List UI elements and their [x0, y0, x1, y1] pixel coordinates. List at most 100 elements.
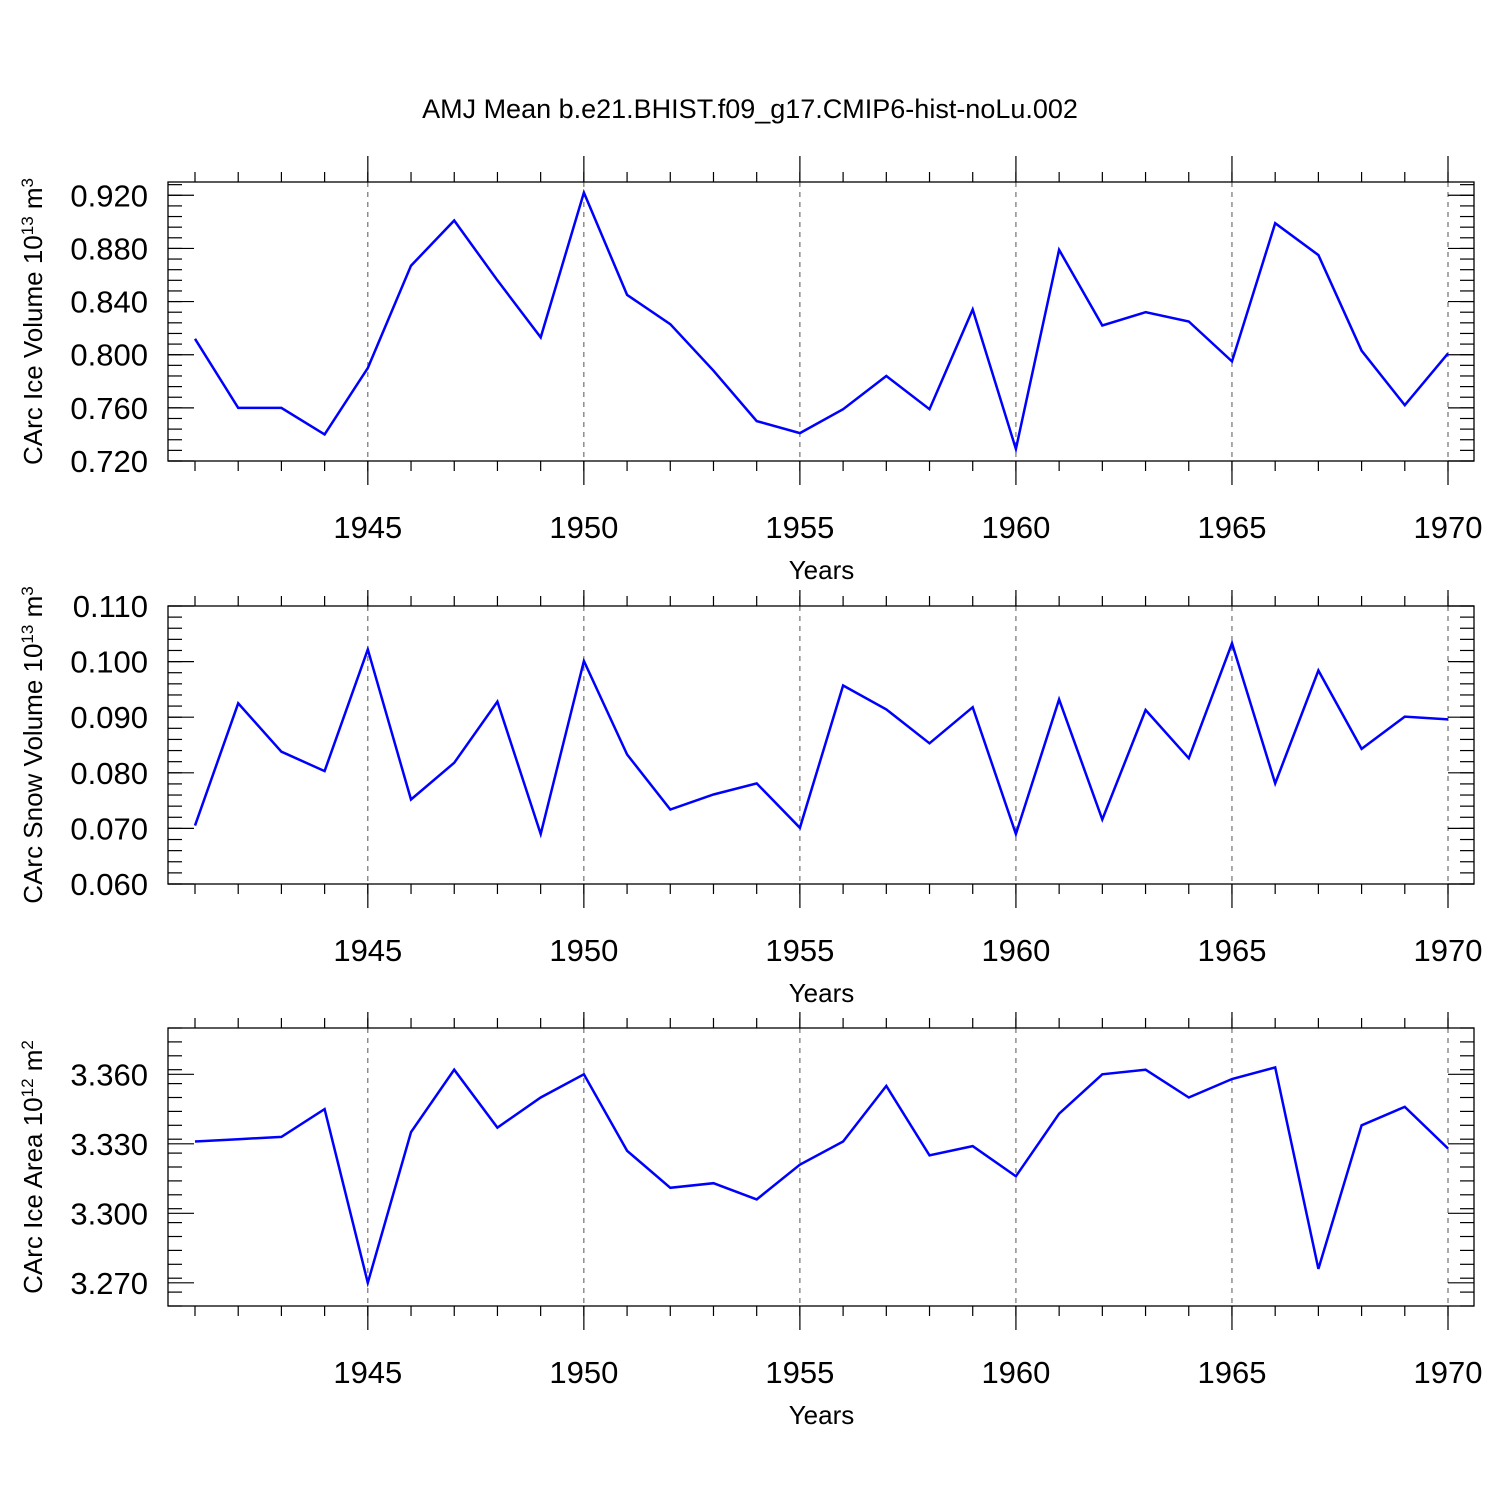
x-axis-label: Years [789, 1400, 855, 1430]
y-tick-label: 0.070 [70, 811, 148, 846]
x-tick-label: 1960 [981, 510, 1050, 545]
y-axis-label-part: m [18, 596, 48, 625]
data-point [582, 191, 586, 195]
data-point [1014, 832, 1018, 836]
y-tick-label: 0.920 [70, 178, 148, 213]
data-point [193, 337, 197, 341]
data-point [884, 1084, 888, 1088]
y-tick-label: 0.080 [70, 756, 148, 791]
data-point [1057, 697, 1061, 701]
data-point [279, 750, 283, 754]
y-tick-label: 0.100 [70, 645, 148, 680]
data-point [1446, 351, 1450, 355]
data-point [1360, 747, 1364, 751]
x-tick-label: 1945 [333, 510, 402, 545]
data-point [323, 432, 327, 436]
x-tick-label: 1955 [765, 1355, 834, 1390]
data-point [539, 1096, 543, 1100]
data-point [1316, 1267, 1320, 1271]
data-point [582, 659, 586, 663]
data-point [1187, 756, 1191, 760]
plot-frame [167, 605, 1475, 885]
data-point [971, 308, 975, 312]
data-point [1230, 641, 1234, 645]
data-point [495, 700, 499, 704]
data-point [841, 407, 845, 411]
data-point [625, 1149, 629, 1153]
data-point [1360, 349, 1364, 353]
y-tick-label: 3.330 [70, 1127, 148, 1162]
data-point [1446, 1146, 1450, 1150]
data-point [1273, 781, 1277, 785]
data-point [841, 684, 845, 688]
data-point [1446, 717, 1450, 721]
data-point [236, 406, 240, 410]
data-point [1403, 715, 1407, 719]
data-point [1273, 221, 1277, 225]
data-point [1014, 447, 1018, 451]
data-point [452, 761, 456, 765]
data-point [409, 1130, 413, 1134]
data-point [452, 1068, 456, 1072]
data-point [798, 431, 802, 435]
data-point [366, 366, 370, 370]
data-point [1403, 403, 1407, 407]
y-axis-label-superscript: 3 [18, 178, 37, 187]
y-tick-label: 0.840 [70, 285, 148, 320]
data-point [971, 705, 975, 709]
panel-3: 1945 1950 1955 1960 1965 1970 Years 3.270 3.300 3… [18, 1012, 1482, 1430]
data-point [884, 707, 888, 711]
x-tick-label: 1970 [1414, 933, 1483, 968]
y-tick-label: 0.090 [70, 700, 148, 735]
data-point [1144, 1068, 1148, 1072]
data-point [928, 407, 932, 411]
data-point [452, 219, 456, 223]
data-point [495, 1126, 499, 1130]
data-point [1187, 320, 1191, 324]
data-point [1100, 1072, 1104, 1076]
panel-1: 1945 1950 1955 1960 1965 1970 Years 0.720 0.760 0… [18, 156, 1482, 585]
y-axis-label-part: CArc Snow Volume 10 [18, 644, 48, 904]
data-point [539, 832, 543, 836]
data-point [711, 792, 715, 796]
series-line-3 [194, 1065, 1449, 1288]
y-tick-label: 0.060 [70, 867, 148, 902]
data-point [1144, 310, 1148, 314]
y-tick-label: 3.360 [70, 1057, 148, 1092]
data-point [1403, 1105, 1407, 1109]
y-tick-label: 0.720 [70, 444, 148, 479]
data-point [1360, 1123, 1364, 1127]
y-axis-label-part: m [18, 187, 48, 216]
x-tick-label: 1965 [1197, 933, 1266, 968]
y-tick-label: 0.110 [73, 589, 148, 624]
x-tick-label: 1950 [549, 510, 618, 545]
y-axis-label-superscript: 13 [18, 625, 37, 644]
y-axis-label: CArc Ice Volume 1013 m3 [18, 178, 49, 465]
data-point [1273, 1065, 1277, 1069]
y-tick-label: 0.760 [70, 391, 148, 426]
data-point [236, 1137, 240, 1141]
x-tick-label: 1950 [549, 933, 618, 968]
data-point [971, 1144, 975, 1148]
x-axis-label: Years [789, 555, 855, 585]
x-tick-label: 1965 [1197, 1355, 1266, 1390]
y-tick-label: 3.270 [70, 1266, 148, 1301]
y-axis-label: CArc Snow Volume 1013 m3 [18, 586, 49, 903]
x-tick-label: 1960 [981, 933, 1050, 968]
data-point [755, 1197, 759, 1201]
y-axis-label-superscript: 13 [18, 216, 37, 235]
x-tick-label: 1955 [765, 933, 834, 968]
x-tick-label: 1965 [1197, 510, 1266, 545]
data-point [1100, 818, 1104, 822]
data-point [1057, 248, 1061, 252]
x-axis-label: Years [789, 978, 855, 1008]
y-axis-label-superscript: 2 [18, 1040, 37, 1049]
y-tick-label: 0.800 [70, 338, 148, 373]
data-point [1100, 323, 1104, 327]
data-point [884, 374, 888, 378]
data-point [539, 335, 543, 339]
data-point [495, 278, 499, 282]
data-point [323, 769, 327, 773]
